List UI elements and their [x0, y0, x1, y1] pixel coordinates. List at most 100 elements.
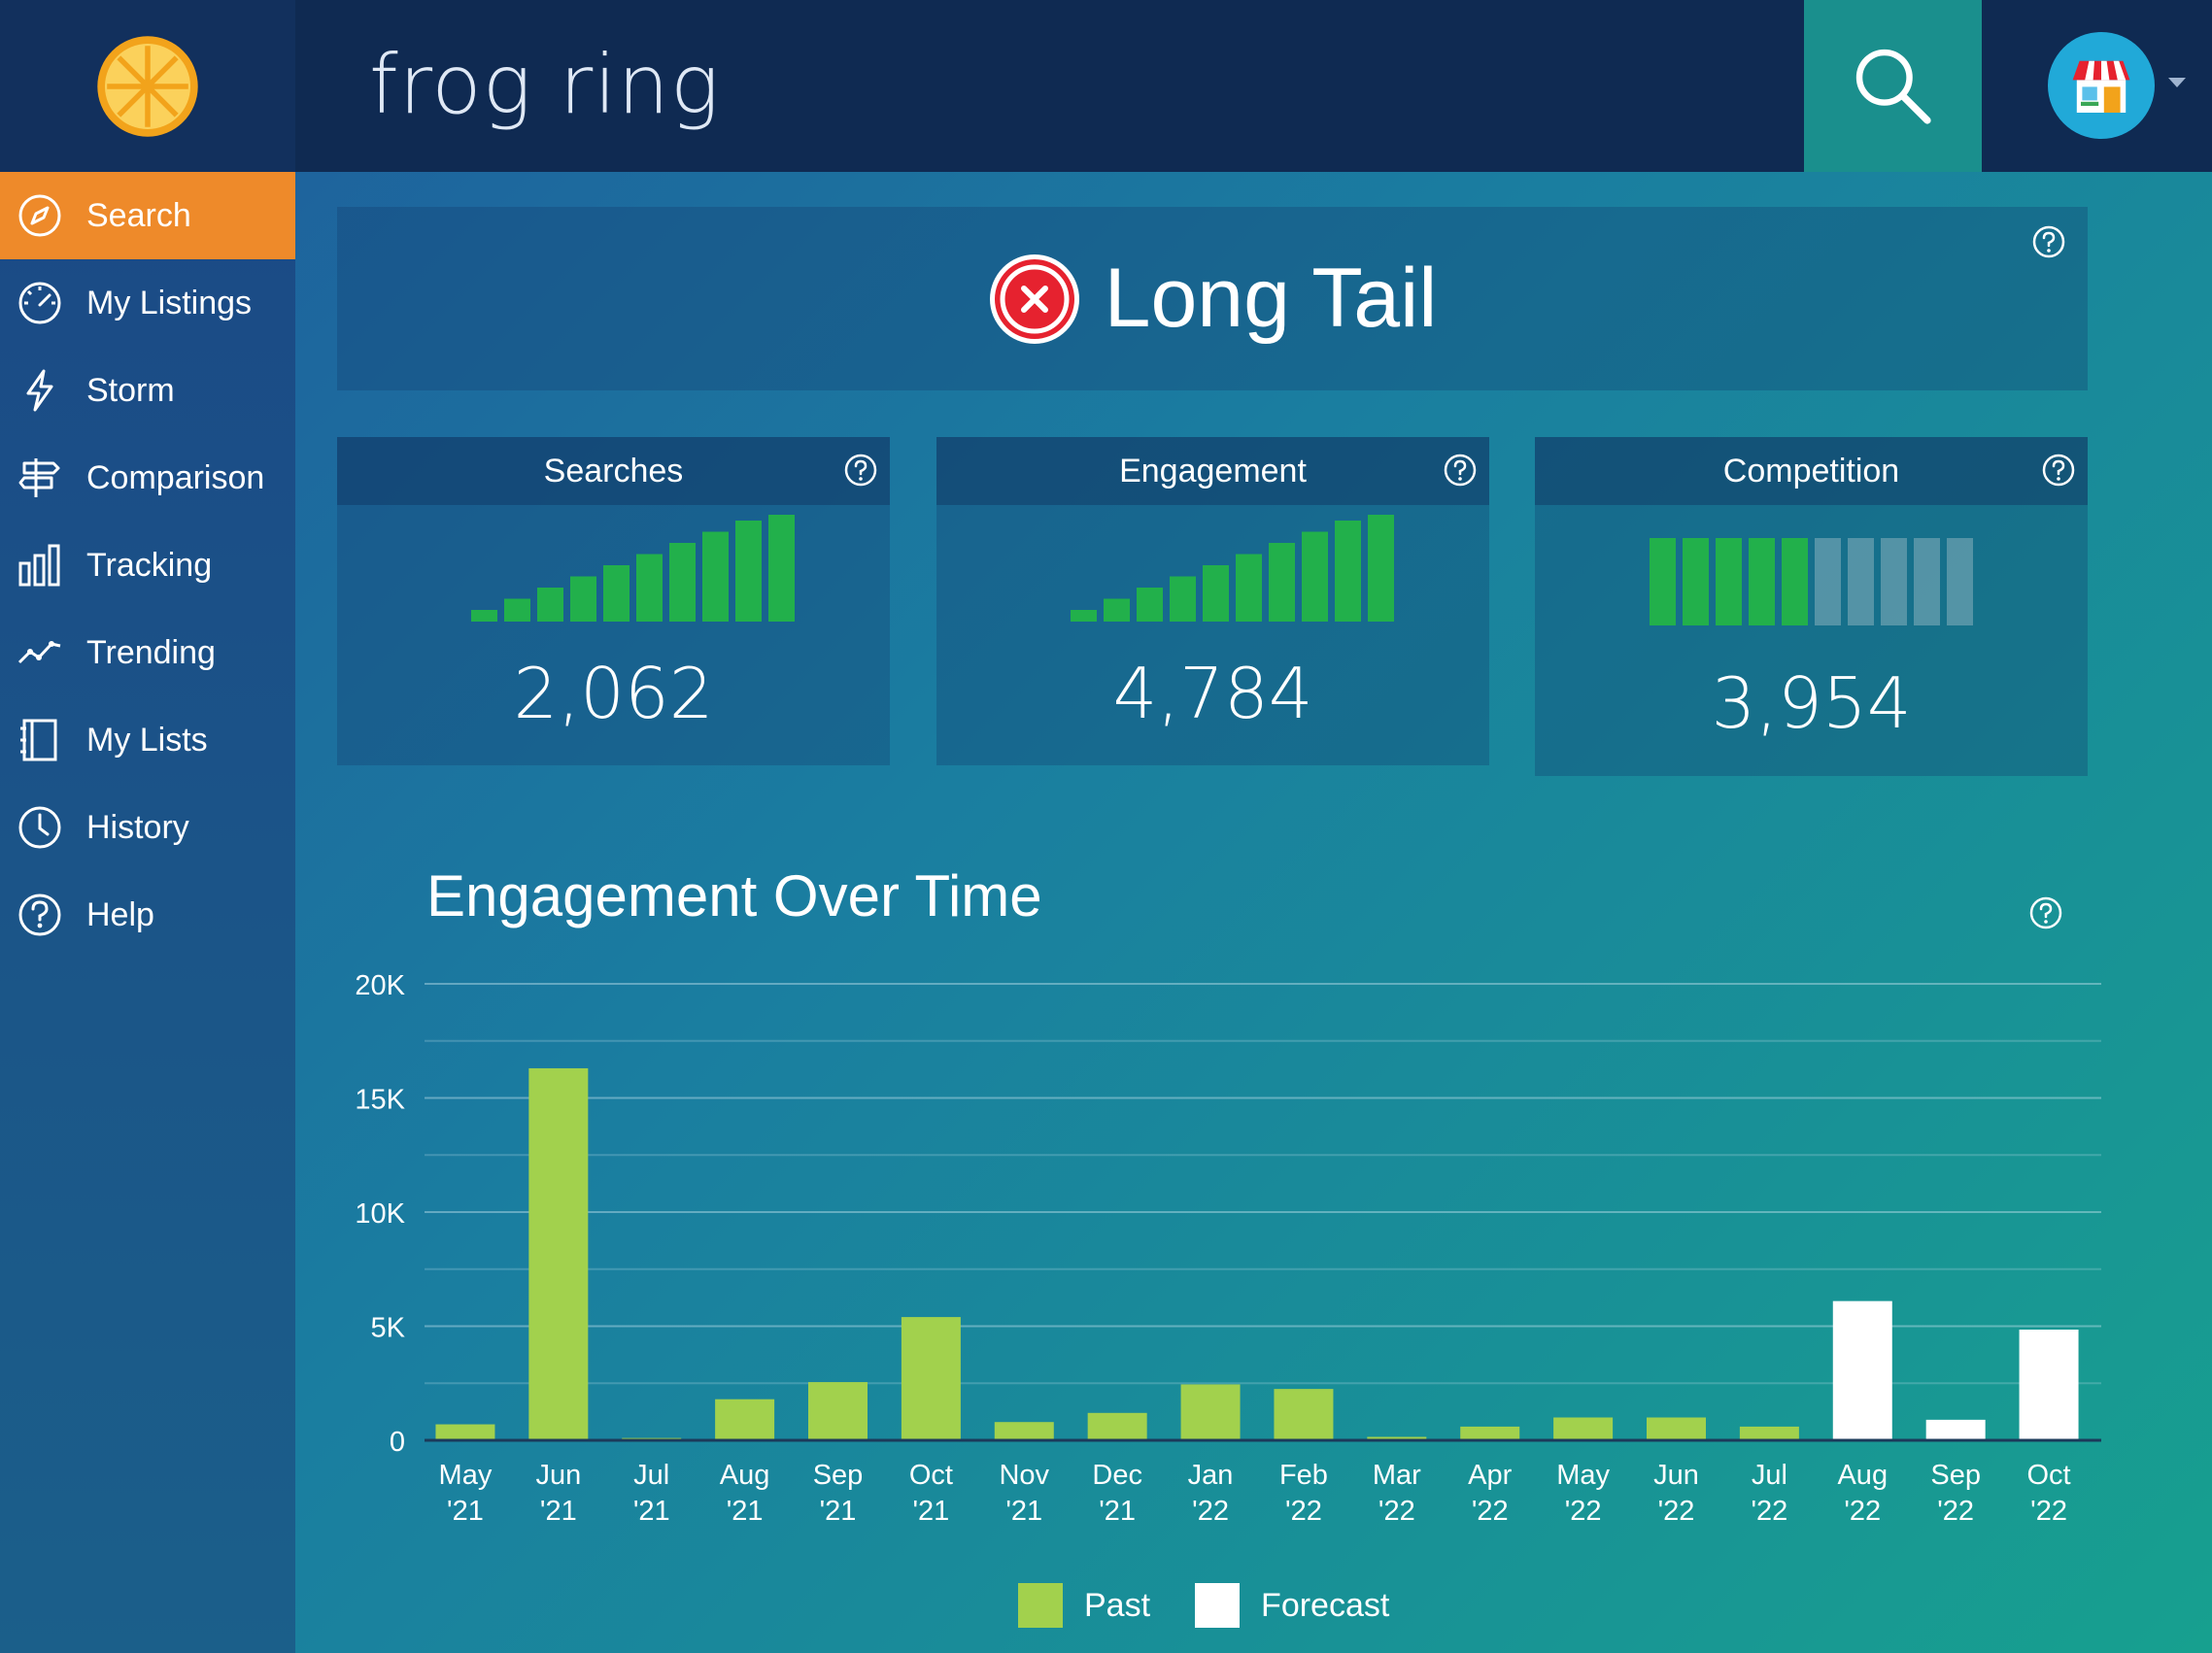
x-tick-label: Jun	[1653, 1460, 1699, 1491]
meter-bar	[1848, 538, 1874, 625]
meter-bar	[1104, 598, 1130, 622]
x-tick-label: '21	[540, 1496, 577, 1527]
y-tick-label: 10K	[355, 1198, 405, 1230]
help-icon[interactable]	[2031, 224, 2066, 264]
level-meter	[471, 515, 795, 622]
x-tick-label: May	[1556, 1460, 1610, 1491]
top-bar: frog ring	[0, 0, 2212, 172]
sidebar-item-comparison[interactable]: Comparison	[0, 434, 295, 522]
chart-bar[interactable]	[2019, 1330, 2079, 1440]
meter-bar	[1170, 576, 1196, 622]
chart-bar[interactable]	[528, 1067, 589, 1440]
chart-bar[interactable]	[1274, 1389, 1334, 1440]
sidebar-item-trending[interactable]: Trending	[0, 609, 295, 696]
meter-bar	[1947, 538, 1973, 625]
meter-bar	[1815, 538, 1841, 625]
sidebar-item-label: Tracking	[86, 546, 213, 584]
search-button[interactable]	[1804, 0, 1982, 172]
sidebar-item-storm[interactable]: Storm	[0, 347, 295, 434]
chart-bar[interactable]	[1180, 1384, 1241, 1440]
chart-bar[interactable]	[808, 1382, 868, 1440]
chart-bar[interactable]	[1087, 1412, 1147, 1440]
meter-bar	[471, 610, 497, 622]
bar-chart-icon	[17, 542, 63, 589]
chart-bar[interactable]	[1367, 1436, 1427, 1440]
help-icon[interactable]	[2028, 895, 2063, 935]
logo[interactable]	[0, 0, 295, 172]
chart-bar[interactable]	[435, 1424, 495, 1440]
x-tick-label: '22	[1285, 1496, 1322, 1527]
status-panel: Long Tail	[337, 207, 2088, 390]
level-meter	[1650, 538, 1973, 625]
sidebar: Search My Listings Storm Comparison Trac…	[0, 172, 295, 1653]
meter-bar	[1650, 538, 1676, 625]
x-tick-label: '21	[447, 1496, 484, 1527]
help-icon[interactable]	[2041, 453, 2076, 492]
sidebar-item-label: My Lists	[86, 721, 208, 759]
meter-bar	[1716, 538, 1742, 625]
x-tick-label: Sep	[1930, 1460, 1981, 1491]
search-query-text[interactable]: frog ring	[369, 37, 721, 132]
lightning-icon	[17, 367, 63, 414]
x-tick-label: '22	[1378, 1496, 1415, 1527]
x-tick-label: '22	[1937, 1496, 1974, 1527]
x-tick-label: Jan	[1188, 1460, 1234, 1491]
y-tick-label: 20K	[355, 970, 405, 1001]
x-tick-label: '22	[1565, 1496, 1602, 1527]
sidebar-item-tracking[interactable]: Tracking	[0, 522, 295, 609]
sidebar-item-label: History	[86, 808, 189, 846]
chart-bar[interactable]	[715, 1399, 775, 1440]
chart-bar[interactable]	[994, 1422, 1054, 1440]
metric-header: Searches	[337, 437, 890, 505]
meter-bar	[702, 531, 729, 622]
metric-card-searches: Searches 2,062	[337, 437, 890, 765]
sidebar-item-help[interactable]: Help	[0, 871, 295, 959]
chart-bar[interactable]	[1553, 1417, 1614, 1441]
x-tick-label: Oct	[2026, 1460, 2070, 1491]
trend-line-icon	[17, 629, 63, 676]
meter-bar	[669, 543, 696, 622]
x-tick-label: Mar	[1373, 1460, 1421, 1491]
y-tick-label: 5K	[371, 1313, 406, 1344]
chart-bar[interactable]	[1647, 1417, 1706, 1441]
metric-title: Searches	[543, 452, 684, 489]
legend-swatch-forecast	[1195, 1583, 1241, 1628]
chart-bar[interactable]	[1925, 1419, 1986, 1440]
sidebar-item-my-lists[interactable]: My Lists	[0, 696, 295, 784]
meter-bar	[636, 554, 663, 622]
chart-bar[interactable]	[1739, 1426, 1799, 1440]
meter-bar	[735, 521, 762, 622]
orange-slice-icon	[97, 35, 198, 137]
meter-bar	[1203, 565, 1229, 622]
help-icon[interactable]	[843, 453, 878, 492]
x-tick-label: '21	[820, 1496, 857, 1527]
x-tick-label: Jul	[1752, 1460, 1787, 1491]
avatar[interactable]	[2048, 32, 2155, 139]
help-icon[interactable]	[1443, 453, 1478, 492]
sidebar-item-search[interactable]: Search	[0, 172, 295, 259]
meter-bar	[1881, 538, 1907, 625]
meter-bar	[603, 565, 630, 622]
x-tick-label: Apr	[1468, 1460, 1512, 1491]
metric-value: 2,062	[513, 653, 714, 734]
sidebar-item-label: Storm	[86, 371, 175, 409]
status-label: Long Tail	[1104, 252, 1438, 345]
x-tick-label: '22	[1658, 1496, 1695, 1527]
legend-swatch-past	[1018, 1583, 1063, 1628]
chart-title: Engagement Over Time	[426, 863, 1042, 928]
meter-bar	[1782, 538, 1808, 625]
metric-title: Competition	[1722, 452, 1900, 489]
chart-bar[interactable]	[1832, 1300, 1892, 1440]
chart-bar[interactable]	[1460, 1426, 1520, 1440]
question-icon	[17, 892, 63, 938]
x-tick-label: May	[439, 1460, 493, 1491]
sidebar-item-history[interactable]: History	[0, 784, 295, 871]
chevron-down-icon[interactable]	[2168, 78, 2186, 87]
sidebar-item-my-listings[interactable]: My Listings	[0, 259, 295, 347]
clock-icon	[17, 804, 63, 851]
engagement-chart: 0 5K 10K 15K 20K May '21 Jun '21 Jul '21 Aug '21 Sep '…	[355, 970, 2101, 1527]
chart-bar[interactable]	[901, 1317, 961, 1440]
x-tick-label: '21	[1099, 1496, 1136, 1527]
x-tick-label: Jun	[535, 1460, 581, 1491]
meter-bar	[1137, 588, 1163, 622]
